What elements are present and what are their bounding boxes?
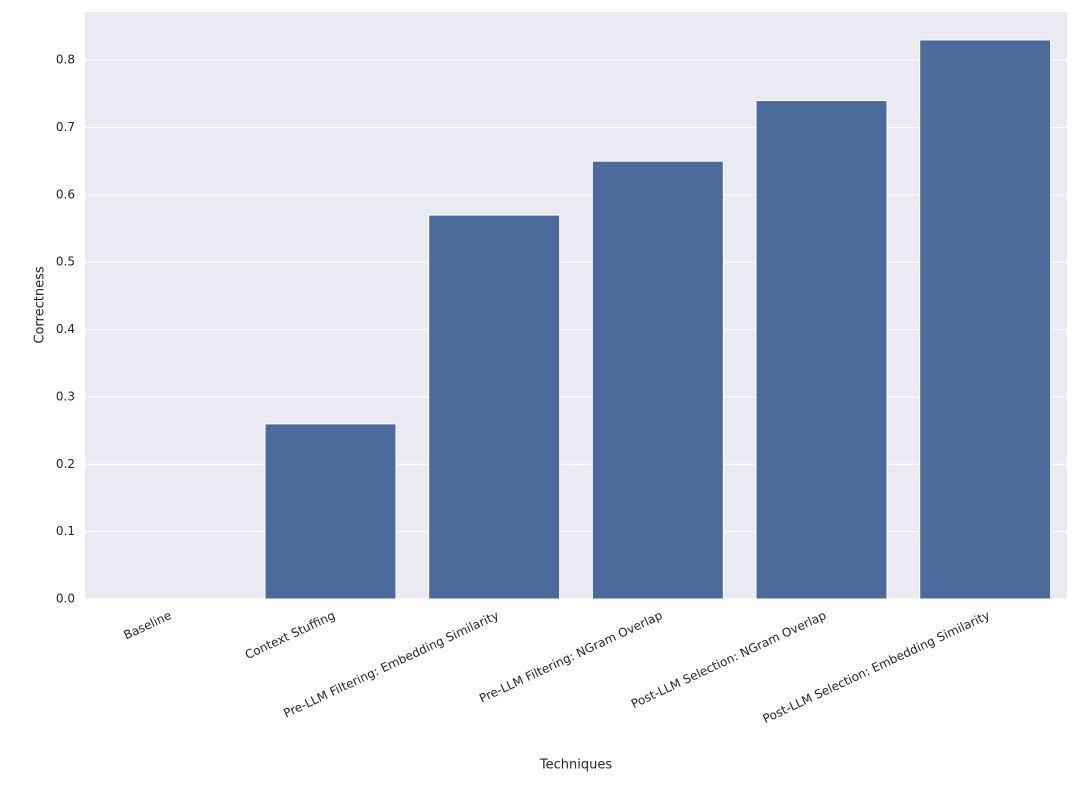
bar [591, 160, 724, 600]
x-tick-label: Pre-LLM Filtering: NGram Overlap [477, 608, 664, 705]
y-tick-label: 0.4 [56, 322, 75, 336]
x-tick-label: Baseline [122, 608, 174, 642]
y-tick-label: 0.7 [56, 120, 75, 134]
y-axis-label: Correctness [33, 266, 48, 343]
x-tick-label: Context Stuffing [243, 608, 337, 662]
bar [919, 39, 1052, 600]
bar [428, 214, 561, 600]
plot-background [85, 12, 1067, 599]
bar [264, 423, 397, 600]
y-tick-label: 0.0 [56, 592, 75, 606]
x-axis-label: Techniques [539, 758, 612, 773]
y-tick-label: 0.6 [56, 187, 75, 201]
y-tick-label: 0.8 [56, 53, 75, 67]
bar [755, 100, 888, 600]
y-tick-label: 0.2 [56, 457, 75, 471]
y-tick-label: 0.1 [56, 524, 75, 538]
y-tick-label: 0.3 [56, 389, 75, 403]
y-tick-label: 0.5 [56, 255, 75, 269]
